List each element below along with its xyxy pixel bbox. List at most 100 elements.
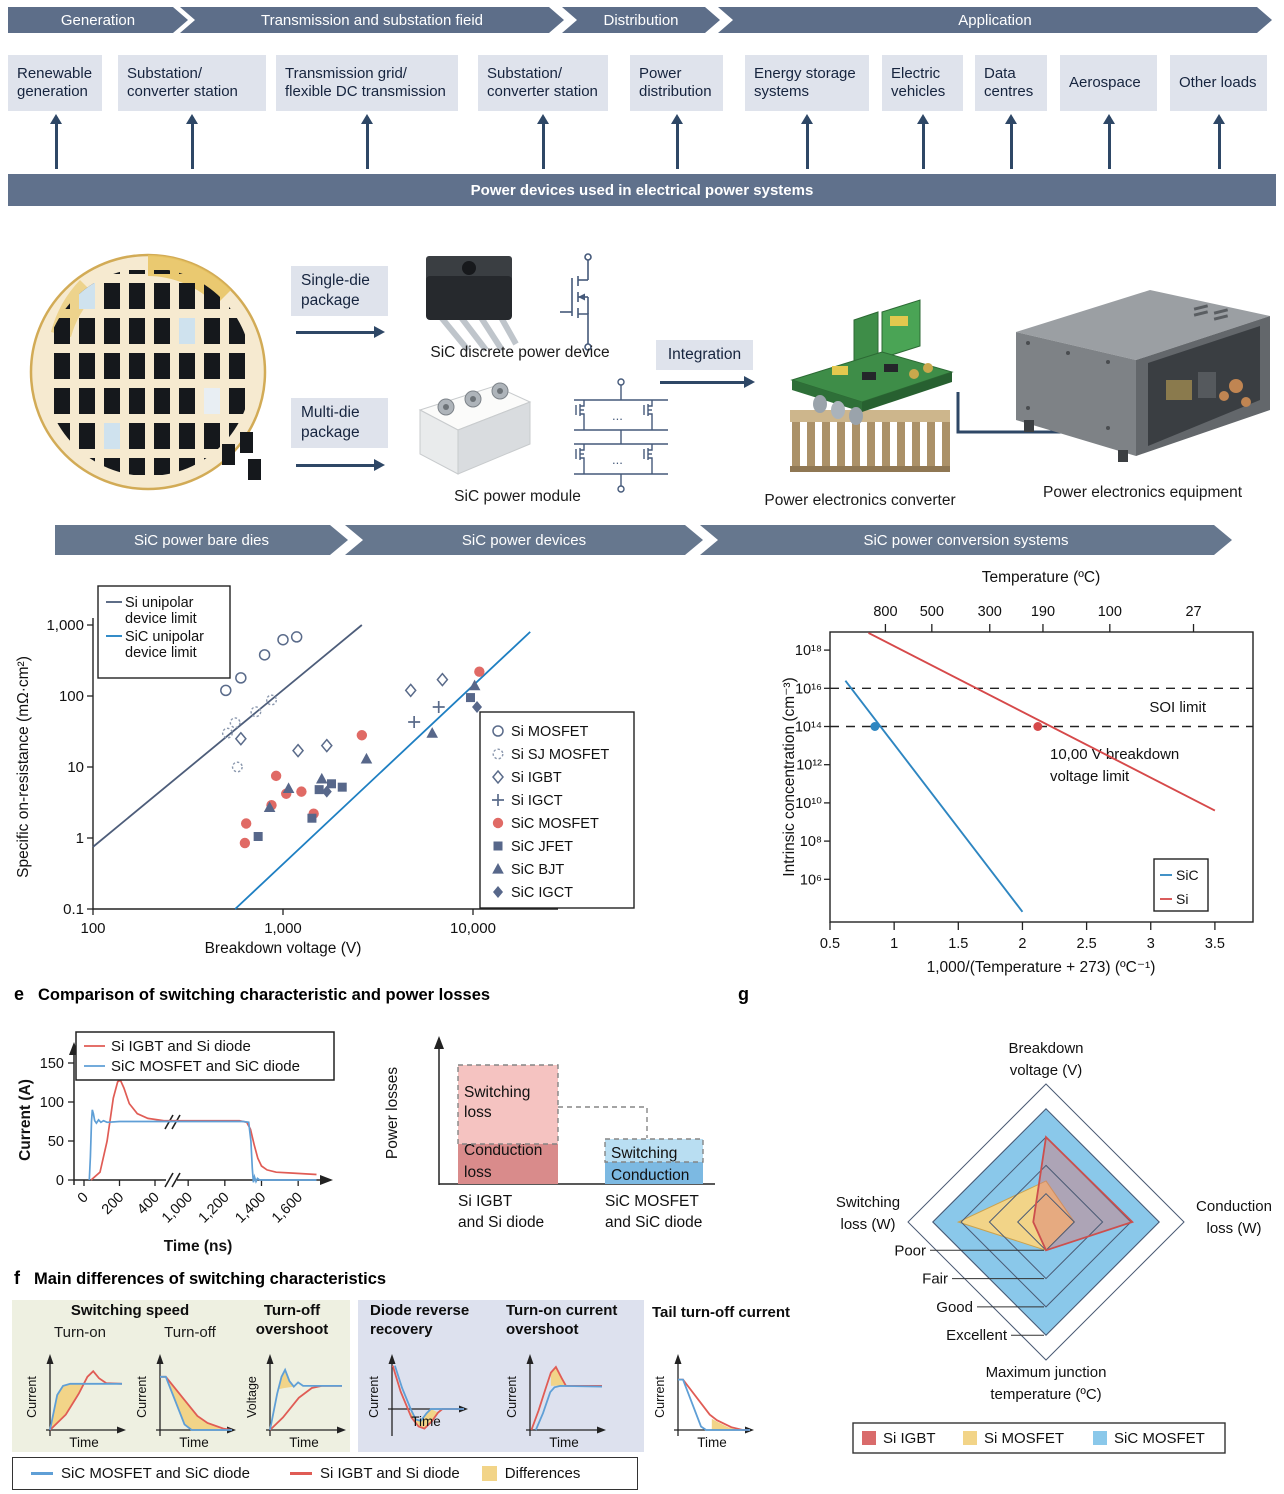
stage-arrow-distribution: Distribution	[562, 7, 720, 33]
marker-circle-dashed	[221, 727, 233, 739]
mini-x-label: Time	[697, 1435, 727, 1450]
device-comparison-radar-chart: Poor Fair Good Excellent Breakdown voltage (V…	[836, 1040, 1272, 1454]
y-tick-label: 150	[40, 1056, 64, 1072]
legend-swatch	[963, 1431, 977, 1445]
marker-circle	[239, 837, 251, 849]
marker-diamond-open	[492, 769, 504, 785]
marker-circle	[240, 818, 252, 829]
y-tick-label: 0	[56, 1173, 64, 1189]
limit-legend-label: device limit	[125, 611, 197, 627]
top-axis-title: Temperature (ºC)	[982, 569, 1101, 586]
marker-triangle	[360, 752, 373, 764]
series-line	[844, 680, 1024, 913]
power-module-illustration	[418, 382, 532, 475]
limit-line	[92, 624, 363, 848]
marker-circle-open	[258, 649, 271, 661]
multi-die-package-box: Multi-die package	[291, 398, 388, 449]
x-axis-arrow	[337, 1426, 346, 1434]
integration-arrow	[660, 376, 755, 388]
radar-ring	[932, 1108, 1160, 1336]
series-legend-label: Si SJ MOSFET	[511, 747, 609, 763]
si-curve	[530, 1365, 602, 1431]
radar-axis-label: Conduction	[1196, 1198, 1272, 1215]
panel-g-letter: g	[738, 984, 749, 1004]
marker-circle-open	[277, 633, 289, 646]
legend-swatch	[862, 1431, 876, 1445]
breakdown-limit-label: voltage limit	[1050, 768, 1130, 785]
multi-die-arrow	[296, 459, 385, 471]
power-devices-banner: Power devices used in electrical power s…	[8, 174, 1276, 206]
x-tick-label: 1,000	[264, 920, 302, 937]
radar-axis-label: loss (W)	[841, 1216, 896, 1233]
y-tick-label: 10¹⁰	[795, 796, 822, 812]
x-axis-arrow	[320, 1175, 333, 1185]
y-axis-title: Specific on-resistance (mΩ·cm²)	[15, 656, 32, 878]
marker-circle	[356, 730, 368, 741]
marker-circle-dashed	[250, 706, 262, 718]
series-marker	[870, 722, 880, 731]
mosfet-symbol-icon	[560, 253, 592, 351]
category-label: and Si diode	[458, 1214, 544, 1231]
integration-box: Integration	[656, 340, 753, 371]
stage-arrow-application: Application	[718, 7, 1272, 33]
legend-label: Si IGBT and Si diode	[111, 1038, 251, 1055]
panel-f-legend: SiC MOSFET and SiC diode Si IGBT and Si …	[12, 1457, 638, 1490]
marker-diamond-open	[234, 731, 247, 746]
waveform-line	[90, 1079, 317, 1181]
application-box: Substation/ converter station	[478, 55, 608, 111]
y-axis-arrow	[46, 1354, 54, 1364]
stage-label: Application	[958, 11, 1032, 29]
radar-legend-box	[852, 1422, 1226, 1454]
limit-line	[234, 631, 531, 910]
mini-y-label: Current	[506, 1376, 519, 1418]
radar-axis-label: temperature (ºC)	[990, 1386, 1101, 1403]
diode-reverse-recovery-mini-plot: Current Time	[368, 1354, 468, 1436]
legend-label: Si	[1176, 891, 1188, 907]
limit-legend-label: Si unipolar	[125, 595, 194, 611]
x-axis-arrow	[117, 1426, 126, 1434]
x-tick-label: 1,400	[232, 1190, 269, 1227]
bar-segment	[457, 1064, 559, 1145]
series-legend-label: SiC IGCT	[511, 885, 573, 901]
single-die-package-label: Single-die package	[301, 272, 370, 310]
axis-break-icon	[164, 1172, 181, 1188]
mini-x-label: Time	[69, 1435, 99, 1450]
marker-circle-dashed	[231, 761, 243, 773]
application-box: Energy storage systems	[745, 55, 869, 111]
bar-segment	[605, 1162, 703, 1184]
difference-area	[165, 1376, 224, 1430]
application-box: Electric vehicles	[882, 55, 963, 111]
y-tick-label: 10⁶	[800, 872, 822, 888]
y-axis-title: Current (A)	[17, 1079, 34, 1161]
mini-x-label: Time	[289, 1435, 319, 1450]
x-axis-title: 1,000/(Temperature + 273) (ºC⁻¹)	[927, 959, 1156, 976]
marker-circle-open	[290, 631, 303, 643]
application-box: Aerospace	[1060, 55, 1157, 111]
turn-on-current-overshoot-mini-plot: Current Time	[506, 1354, 606, 1450]
application-box: Other loads	[1170, 55, 1267, 111]
equipment-label: Power electronics equipment	[1042, 484, 1243, 501]
category-label: and SiC diode	[605, 1214, 702, 1231]
sic-line-swatch	[31, 1472, 53, 1475]
on-resistance-vs-breakdown-chart: 0.1 1 10 100 1,000 100 1,000 10,000 Breakdown vo…	[15, 585, 635, 957]
y-tick-label: 10¹⁶	[795, 681, 822, 697]
marker-square	[337, 782, 347, 792]
marker-square	[493, 841, 503, 851]
difference-area	[410, 1409, 439, 1429]
y-axis-arrow	[266, 1354, 274, 1364]
series-marker	[1033, 722, 1043, 731]
y-tick-label: 1,000	[46, 617, 84, 634]
legend-differences-label: Differences	[504, 1465, 581, 1482]
radar-axis-label: Maximum junction	[986, 1364, 1107, 1381]
marker-circle	[492, 817, 504, 829]
series-legend-label: SiC MOSFET	[511, 816, 599, 832]
radar-series-si-igbt-outline	[1032, 1135, 1134, 1252]
top-tick-label: 100	[1098, 604, 1122, 620]
legend-label: SiC MOSFET and SiC diode	[111, 1058, 300, 1075]
segment-label: Switching	[464, 1084, 530, 1101]
waveform-line	[88, 1109, 317, 1184]
x-axis-title: Time (ns)	[164, 1238, 233, 1255]
radar-series-si-igbt	[1033, 1137, 1133, 1251]
x-axis-title: Breakdown voltage (V)	[205, 940, 362, 957]
x-axis-arrow	[597, 1426, 606, 1434]
